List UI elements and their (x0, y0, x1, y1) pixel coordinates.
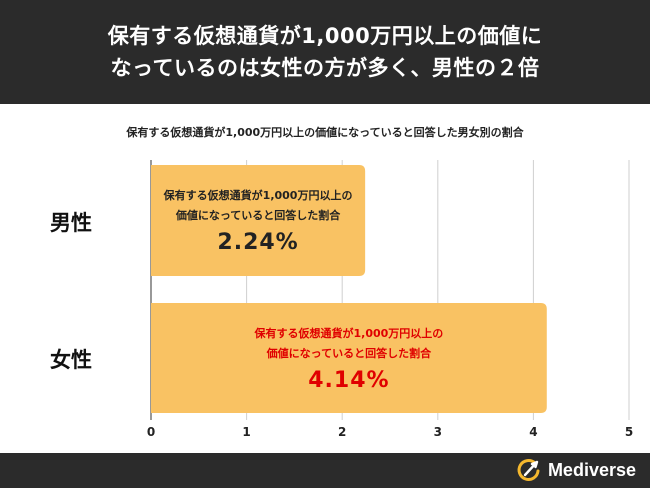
mediverse-logo-icon (517, 458, 540, 481)
bar-female (151, 303, 547, 413)
x-tick-label: 0 (147, 425, 155, 439)
x-tick-label: 1 (242, 425, 250, 439)
brand-logo[interactable]: Mediverse (516, 456, 636, 485)
chart-title: 保有する仮想通貨が1,000万円以上の価値になっていると回答した男女別の割合 (126, 126, 524, 139)
chart-svg: 0 1 2 3 4 5 (147, 160, 633, 439)
headline-line-2: なっているのは女性の方が多く、男性の２倍 (110, 56, 540, 80)
brand-name: Mediverse (547, 460, 636, 480)
x-tick-label: 5 (625, 425, 633, 439)
headline-line-1: 保有する仮想通貨が1,000万円以上の価値に (107, 24, 543, 48)
x-tick-label: 3 (434, 425, 442, 439)
footer-bar: Mediverse (0, 453, 650, 488)
bar-male (151, 165, 366, 276)
x-tick-label: 4 (529, 425, 537, 439)
category-label-male: 男性 (50, 210, 92, 235)
category-label-female: 女性 (50, 348, 92, 372)
x-tick-label: 2 (338, 425, 346, 439)
header-banner: 保有する仮想通貨が1,000万円以上の価値に なっているのは女性の方が多く、男性… (0, 0, 650, 104)
